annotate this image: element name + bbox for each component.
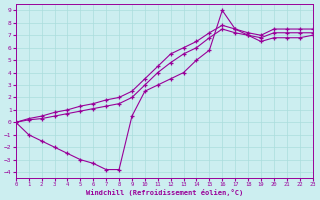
X-axis label: Windchill (Refroidissement éolien,°C): Windchill (Refroidissement éolien,°C) xyxy=(85,189,243,196)
